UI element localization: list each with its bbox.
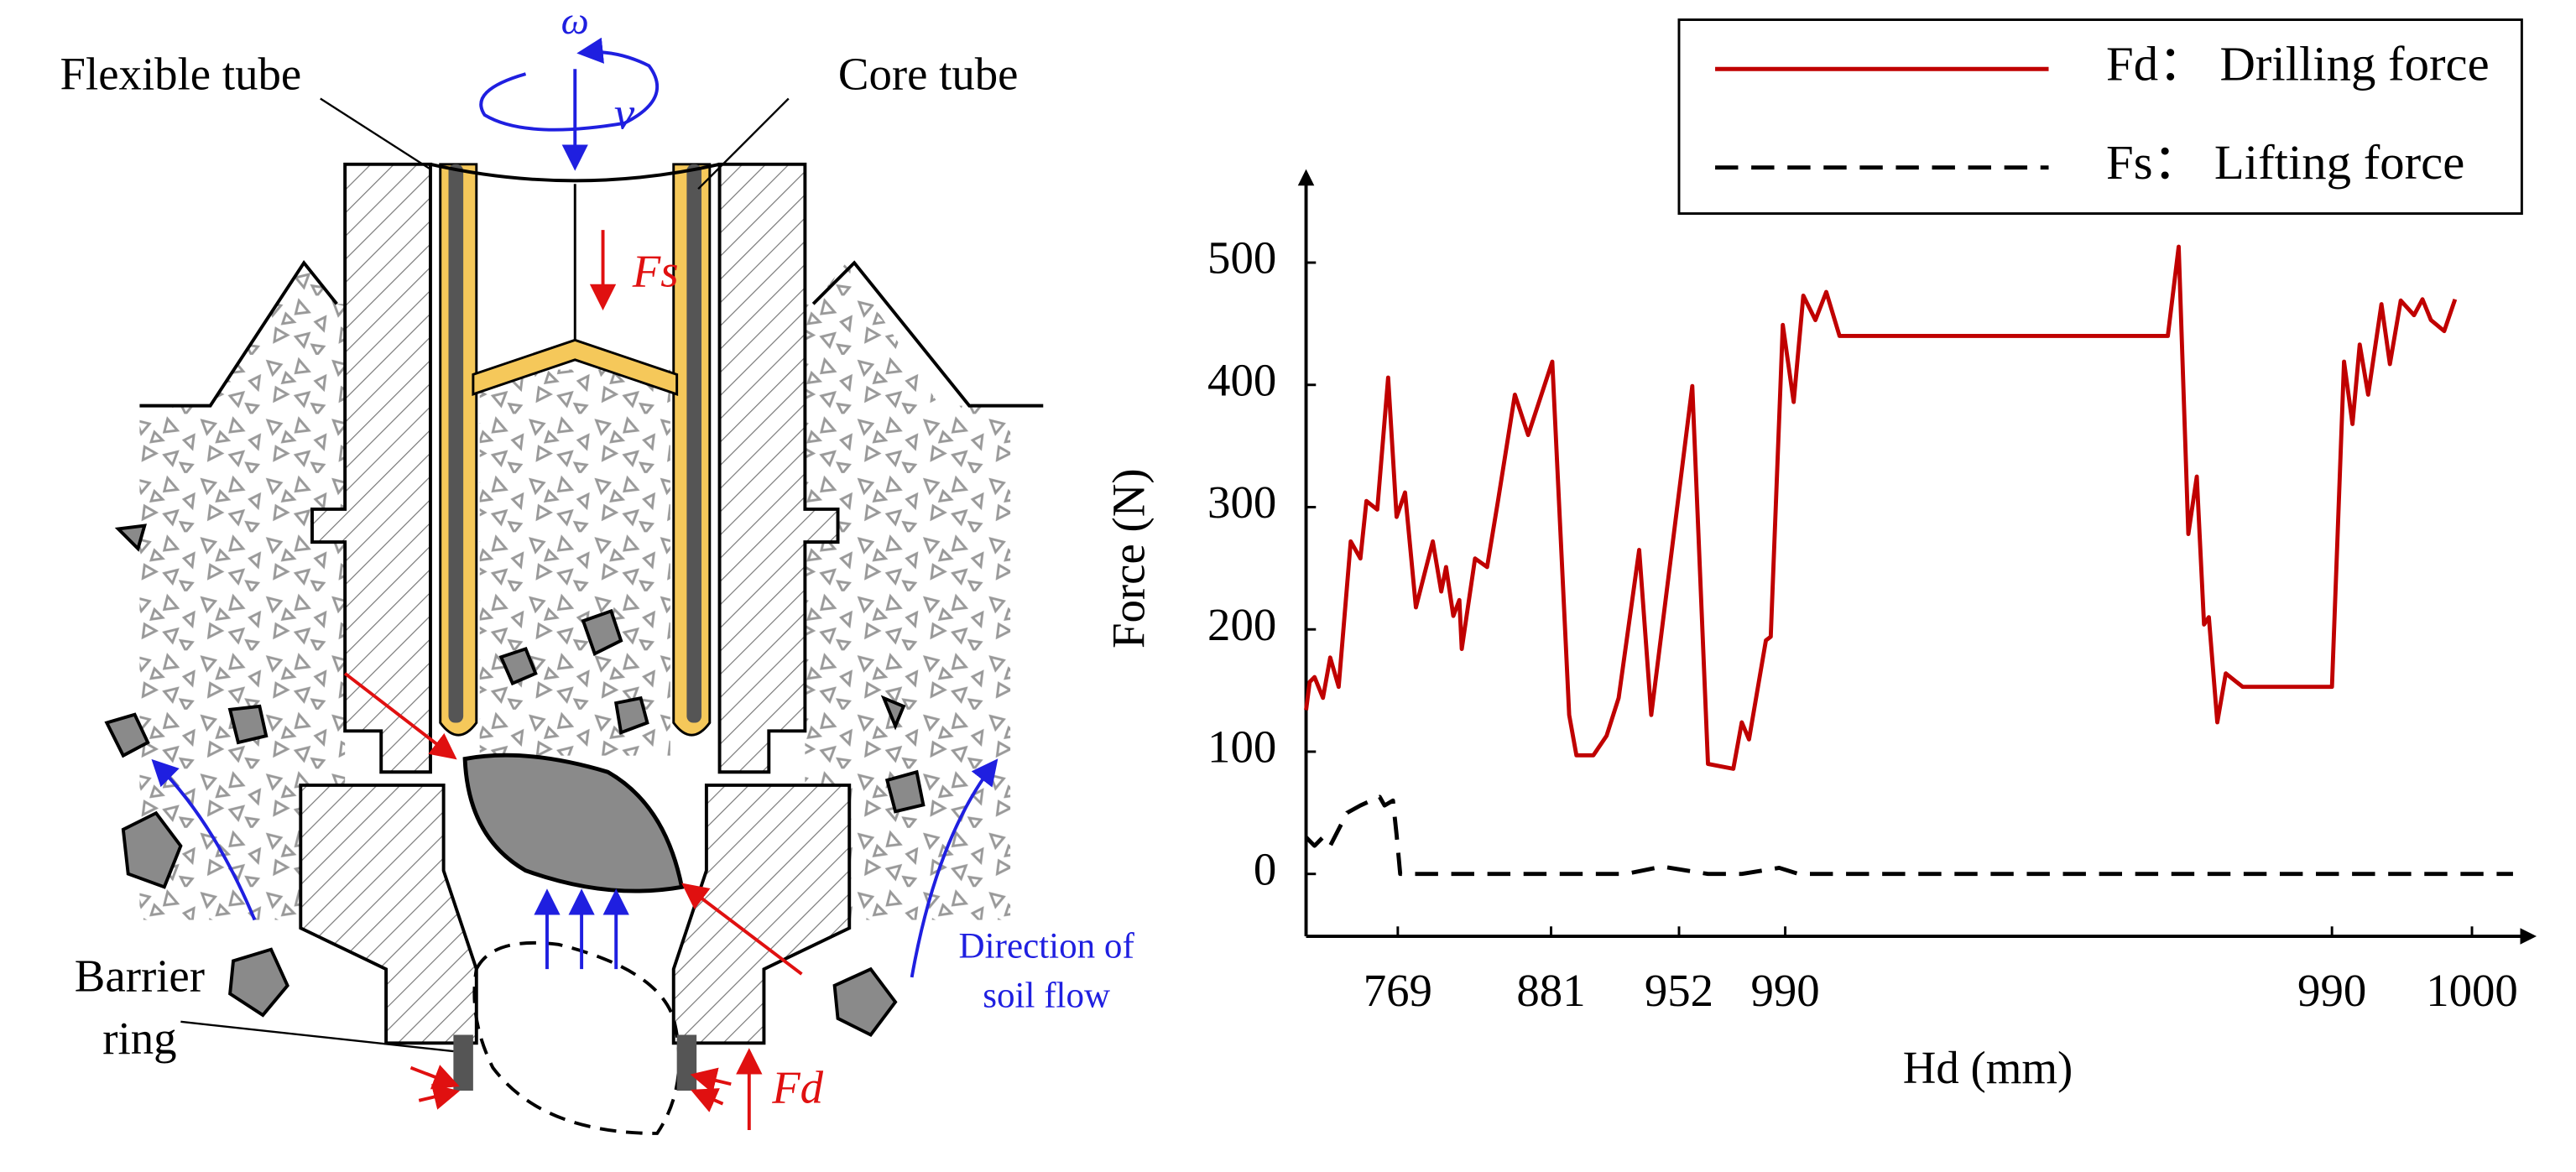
barrier-left [453,1034,473,1091]
barrier-label: ring [102,1013,176,1064]
big-rock [462,753,685,893]
barrier-right [676,1034,697,1091]
x-tick-label: 881 [1516,965,1585,1016]
blue-arrows [151,37,999,978]
y-tick-label: 200 [1207,599,1276,650]
x-tick-label: 990 [1750,965,1819,1016]
rod-left [448,164,464,723]
diagram: ω v Flexible tube Core tube Fs Barrier r… [60,0,1135,1135]
flexible-tube-label: Flexible tube [60,49,302,100]
soil-flow-label: Direction of [959,927,1135,966]
legend-label: Fs： Lifting force [2106,135,2464,190]
soil-left [139,263,346,920]
y-tick-label: 500 [1207,232,1276,284]
rocks [104,523,926,1037]
y-axis-label: Force (N) [1103,468,1155,649]
y-tick-label: 100 [1207,721,1276,773]
dashed-rock [472,940,681,1135]
x-tick-label: 1000 [2426,965,2518,1016]
v-label: v [614,88,635,139]
soil-core [479,369,670,756]
ground-left [139,259,338,408]
core-tube-label: Core tube [838,49,1019,100]
omega-label: ω [561,0,589,43]
legend-box [1677,18,2523,216]
series-line [1304,794,2513,877]
y-tick-label: 0 [1254,843,1276,894]
series-line [1304,244,2458,771]
y-tick-label: 300 [1207,477,1276,528]
leader-lines [180,97,790,1053]
barrier-label: Barrier [75,950,205,1001]
rod-right [686,164,702,723]
chart: Force (N) Hd (mm) 0 100 200 300 400 500 769 881… [1103,18,2537,1093]
y-tick-label: 400 [1207,354,1276,405]
red-arrows [343,230,803,1131]
soil-right [805,263,1011,920]
legend-label: Fd： Drilling force [2106,37,2490,91]
x-tick-label: 952 [1645,965,1713,1016]
x-tick-label: 769 [1364,965,1432,1016]
fs-label: Fs [632,246,679,297]
ground-right [811,260,1044,408]
fd-label: Fd [771,1062,823,1113]
soil-flow-label: soil flow [983,976,1110,1015]
x-axis-label: Hd (mm) [1903,1042,2073,1093]
x-tick-label: 990 [2297,965,2366,1016]
tube-top [430,162,720,183]
housing [299,162,852,1045]
